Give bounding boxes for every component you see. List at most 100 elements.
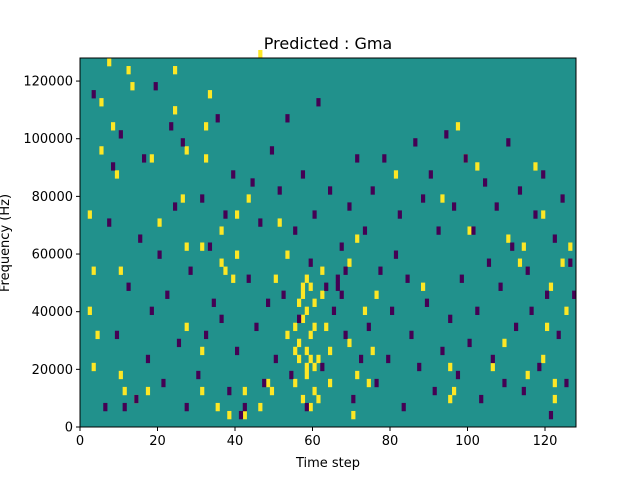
heatmap-cell-high <box>304 370 309 380</box>
heatmap-cell-high <box>545 322 550 332</box>
heatmap-cell-low <box>479 394 484 404</box>
heatmap-cell-high <box>324 322 329 332</box>
heatmap-cell-high <box>180 194 185 203</box>
heatmap-cell-high <box>126 66 131 75</box>
heatmap-cell-high <box>235 210 240 219</box>
heatmap-cell-high <box>533 162 538 171</box>
heatmap-cell-low <box>227 386 232 396</box>
heatmap-cell-low <box>448 314 453 324</box>
heatmap-cell-low <box>432 386 437 396</box>
heatmap-cell-high <box>87 306 92 315</box>
heatmap-cell-high <box>266 378 271 388</box>
heatmap-cell-low <box>455 370 461 380</box>
heatmap-cell-low <box>107 218 112 227</box>
heatmap-cell-low <box>397 210 402 219</box>
heatmap-cell-low <box>386 354 391 364</box>
heatmap-cell-low <box>223 210 228 219</box>
heatmap-cell-high <box>316 354 321 364</box>
heatmap-cells <box>87 49 577 420</box>
heatmap-cell-low <box>114 330 120 340</box>
heatmap-cell-low <box>285 114 290 123</box>
heatmap-cell-high <box>393 170 399 179</box>
heatmap-cell-high <box>122 386 127 396</box>
heatmap-cell-low <box>273 354 278 364</box>
heatmap-cell-high <box>215 402 220 412</box>
heatmap-cell-low <box>196 370 201 380</box>
heatmap-cell-high <box>285 250 290 259</box>
heatmap-cell-high <box>328 346 333 356</box>
heatmap-cell-low <box>297 314 302 324</box>
heatmap-cell-low <box>335 282 340 291</box>
heatmap-cell-low <box>215 114 220 123</box>
heatmap-cell-high <box>173 66 178 75</box>
heatmap-cell-high <box>312 298 317 307</box>
heatmap-cell-low <box>494 202 499 211</box>
heatmap-cell-high <box>184 146 189 155</box>
heatmap-cell-low <box>347 202 352 211</box>
heatmap-cell-high <box>219 226 224 235</box>
heatmap-cell-low <box>390 306 395 315</box>
heatmap-cell-low <box>180 138 185 147</box>
heatmap-cell-high <box>560 258 565 267</box>
heatmap-cell-low <box>486 258 492 267</box>
heatmap-cell-high <box>200 242 205 251</box>
heatmap-cell-high <box>300 282 306 291</box>
heatmap-cell-high <box>308 402 313 412</box>
heatmap-cell-low <box>525 266 530 275</box>
heatmap-cell-high <box>173 106 178 115</box>
heatmap-cell-low <box>169 122 174 131</box>
heatmap-cell-low <box>312 210 317 219</box>
heatmap-cell-low <box>262 378 267 388</box>
heatmap-cell-high <box>227 410 232 420</box>
heatmap-cell-high <box>362 306 368 315</box>
heatmap-cell-low <box>467 338 472 348</box>
x-axis: 0 20 40 60 80 100 120 <box>76 427 557 449</box>
heatmap-cell-low <box>207 242 213 251</box>
heatmap-cell-low <box>428 170 433 179</box>
heatmap-cell-high <box>87 210 92 219</box>
heatmap-cell-high <box>366 378 371 388</box>
heatmap-cell-high <box>347 258 352 267</box>
heatmap-cell-low <box>483 178 488 187</box>
heatmap-cell-low <box>463 154 468 163</box>
heatmap-cell-low <box>331 306 337 315</box>
heatmap-cell-high <box>297 298 302 307</box>
heatmap-cell-high <box>502 338 507 348</box>
heatmap-cell-low <box>219 314 224 324</box>
heatmap-cell-low <box>393 250 399 259</box>
heatmap-cell-high <box>300 314 306 324</box>
heatmap-cell-high <box>552 378 557 388</box>
heatmap-cell-low <box>308 258 313 267</box>
heatmap-cell-high <box>107 58 112 67</box>
heatmap-cell-high <box>91 362 96 372</box>
y-tick-label: 40000 <box>32 305 73 320</box>
heatmap-cell-high <box>95 330 100 340</box>
heatmap-cell-low <box>204 330 209 340</box>
heatmap-cell-high <box>157 218 162 227</box>
heatmap-cell-low <box>545 290 550 299</box>
heatmap-cell-low <box>153 82 158 91</box>
heatmap-cell-high <box>347 338 352 348</box>
heatmap-cell-high <box>548 282 554 291</box>
heatmap-cell-low <box>510 242 515 251</box>
heatmap-cell-low <box>568 258 573 267</box>
heatmap-cell-high <box>304 362 309 372</box>
heatmap-cell-low <box>211 298 216 307</box>
heatmap-cell-low <box>374 378 379 388</box>
heatmap-cell-low <box>111 162 116 171</box>
heatmap-cell-low <box>254 322 259 332</box>
plot-area <box>79 49 577 428</box>
heatmap-cell-high <box>91 266 96 275</box>
heatmap-cell-low <box>145 354 151 364</box>
heatmap-cell-high <box>374 290 379 299</box>
heatmap-cell-low <box>533 210 538 219</box>
heatmap-cell-low <box>490 354 495 364</box>
x-tick-label: 100 <box>455 434 480 449</box>
heatmap-cell-high <box>114 170 120 179</box>
heatmap-cell-high <box>467 226 472 235</box>
heatmap-cell-high <box>99 146 104 155</box>
heatmap-cell-low <box>122 402 127 412</box>
heatmap-cell-high <box>440 194 445 203</box>
heatmap-cell-high <box>517 258 523 267</box>
heatmap-cell-low <box>91 90 96 99</box>
